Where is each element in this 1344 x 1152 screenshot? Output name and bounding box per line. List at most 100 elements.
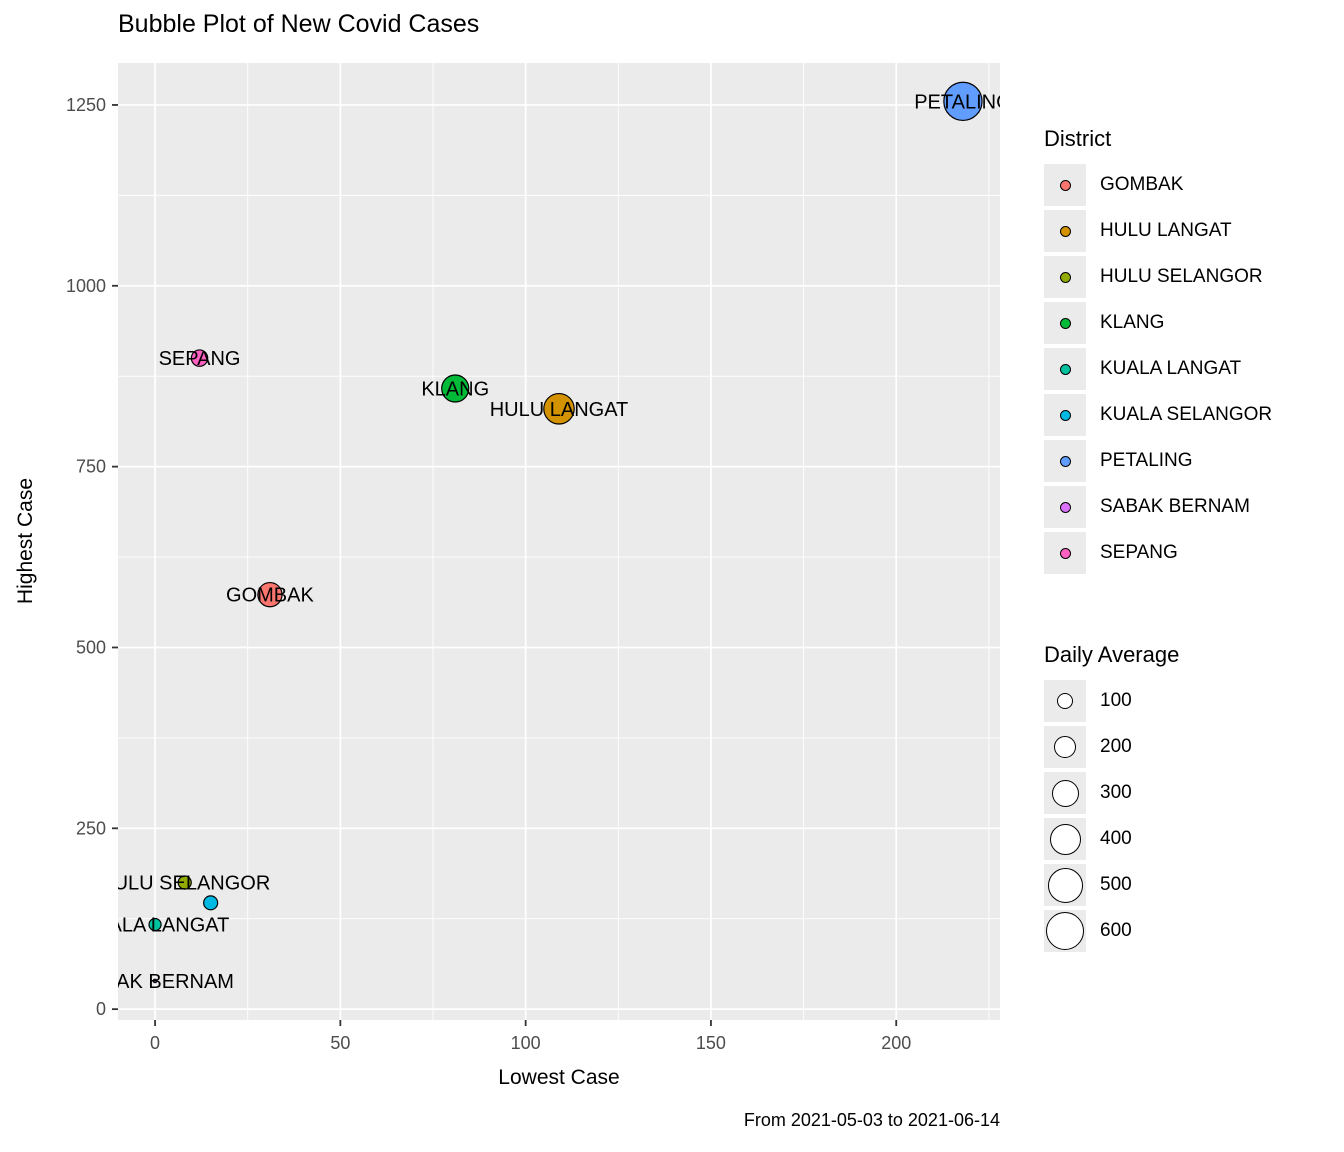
legend-item-label: KUALA SELANGOR <box>1100 404 1273 425</box>
y-tick-label: 1250 <box>66 95 106 115</box>
bubble-hulu-langat <box>543 392 575 425</box>
legend-item-kuala-selangor: KUALA SELANGOR <box>1044 394 1272 436</box>
bubble-label-sepang: SEPANG <box>159 348 241 370</box>
legend-item-gombak: GOMBAK <box>1044 164 1272 206</box>
legend-key-klang <box>1044 302 1086 344</box>
legend-item-label: KLANG <box>1100 312 1165 333</box>
district-legend-title: District <box>1044 126 1112 151</box>
legend-item-label: GOMBAK <box>1100 174 1184 195</box>
district-legend: District GOMBAK HULU LANGAT HULU SELANGOR K… <box>1044 126 1272 578</box>
y-tick-label: 0 <box>96 999 106 1019</box>
x-tick-label: 200 <box>881 1033 911 1053</box>
x-axis-title: Lowest Case <box>498 1066 620 1089</box>
size-circle-icon <box>1051 779 1079 807</box>
y-tick-label: 1000 <box>66 276 106 296</box>
legend-item-label: SABAK BERNAM <box>1100 496 1250 517</box>
bubble-label-petaling: PETALING <box>914 91 1011 113</box>
bubble-hulu-selangor <box>177 875 192 890</box>
size-legend-key-600 <box>1044 910 1086 952</box>
size-legend-item-600: 600 <box>1044 910 1179 952</box>
y-tick-label: 250 <box>76 818 106 838</box>
bubble-kuala-langat <box>148 917 162 932</box>
legend-item-klang: KLANG <box>1044 302 1272 344</box>
bubble-label-gombak: GOMBAK <box>226 585 314 607</box>
plot-panel <box>118 63 1000 1020</box>
size-circle-icon <box>1046 912 1084 950</box>
y-axis-title: Highest Case <box>14 478 37 605</box>
size-legend-item-label: 100 <box>1100 690 1132 711</box>
legend-item-kuala-langat: KUALA LANGAT <box>1044 348 1272 390</box>
size-legend-key-100 <box>1044 680 1086 722</box>
bubble-plot-canvas: 0 50 100 150 200 0 250 500 750 1000 1250 GOMBAK HULU… <box>66 63 1011 1053</box>
legend-key-sepang <box>1044 532 1086 574</box>
legend-item-petaling: PETALING <box>1044 440 1272 482</box>
x-tick-label: 0 <box>150 1033 160 1053</box>
size-legend-item-500: 500 <box>1044 864 1179 906</box>
legend-key-hulu-selangor <box>1044 256 1086 298</box>
size-circle-icon <box>1054 736 1076 758</box>
size-legend-items: 100 200 300 400 500 600 <box>1044 680 1179 952</box>
legend-key-hulu-langat <box>1044 210 1086 252</box>
size-legend: Daily Average 100 200 300 400 500 600 <box>1044 642 1179 956</box>
bubble-label-hulu-selangor: HULU SELANGOR <box>99 873 270 895</box>
sepang-dot-icon <box>1059 547 1071 559</box>
chart-title: Bubble Plot of New Covid Cases <box>118 10 480 38</box>
bubble-petaling <box>943 81 983 122</box>
klang-dot-icon <box>1059 317 1071 329</box>
legend-key-petaling <box>1044 440 1086 482</box>
bubble-sabak-bernam <box>152 978 158 984</box>
gombak-dot-icon <box>1059 179 1071 191</box>
legend-item-hulu-langat: HULU LANGAT <box>1044 210 1272 252</box>
size-circle-icon <box>1057 693 1073 709</box>
chart-caption: From 2021-05-03 to 2021-06-14 <box>743 1110 1000 1130</box>
legend-item-sabak-bernam: SABAK BERNAM <box>1044 486 1272 528</box>
y-tick-label: 500 <box>76 637 106 657</box>
size-legend-item-label: 200 <box>1100 736 1132 757</box>
size-legend-item-label: 400 <box>1100 828 1132 849</box>
bubble-sepang <box>190 349 209 367</box>
legend-item-label: KUALA LANGAT <box>1100 358 1242 379</box>
size-circle-icon <box>1049 823 1081 855</box>
sabak-bernam-dot-icon <box>1059 501 1071 513</box>
y-axis-title-wrap: Highest Case <box>8 63 44 1020</box>
size-legend-item-100: 100 <box>1044 680 1179 722</box>
legend-item-label: PETALING <box>1100 450 1193 471</box>
legend-item-label: HULU LANGAT <box>1100 220 1232 241</box>
size-legend-item-label: 500 <box>1100 874 1132 895</box>
size-legend-item-300: 300 <box>1044 772 1179 814</box>
legend-key-sabak-bernam <box>1044 486 1086 528</box>
bubble-gombak <box>257 581 283 608</box>
size-legend-item-400: 400 <box>1044 818 1179 860</box>
x-tick-label: 150 <box>696 1033 726 1053</box>
kuala-langat-dot-icon <box>1059 363 1071 375</box>
y-tick-label: 750 <box>76 457 106 477</box>
bubble-kuala-selangor <box>203 895 219 911</box>
legend-item-sepang: SEPANG <box>1044 532 1272 574</box>
size-circle-icon <box>1047 867 1083 903</box>
x-tick-label: 50 <box>330 1033 350 1053</box>
legend-key-kuala-selangor <box>1044 394 1086 436</box>
legend-key-gombak <box>1044 164 1086 206</box>
x-tick-label: 100 <box>511 1033 541 1053</box>
hulu-selangor-dot-icon <box>1059 271 1071 283</box>
petaling-dot-icon <box>1059 455 1071 467</box>
bubble-label-kuala-langat: KUALA LANGAT <box>81 915 230 937</box>
bubble-label-sabak-bernam: SABAK BERNAM <box>76 971 234 993</box>
bubble-label-klang: KLANG <box>421 379 489 401</box>
size-legend-key-500 <box>1044 864 1086 906</box>
legend-key-kuala-langat <box>1044 348 1086 390</box>
bubble-klang <box>441 374 470 403</box>
size-legend-title: Daily Average <box>1044 642 1180 667</box>
district-legend-items: GOMBAK HULU LANGAT HULU SELANGOR KLANG KUALA… <box>1044 164 1272 574</box>
legend-item-label: HULU SELANGOR <box>1100 266 1263 287</box>
legend-item-hulu-selangor: HULU SELANGOR <box>1044 256 1272 298</box>
bubble-label-hulu-langat: HULU LANGAT <box>490 399 629 421</box>
size-legend-key-300 <box>1044 772 1086 814</box>
size-legend-item-label: 300 <box>1100 782 1132 803</box>
size-legend-key-400 <box>1044 818 1086 860</box>
kuala-selangor-dot-icon <box>1059 409 1071 421</box>
hulu-langat-dot-icon <box>1059 225 1071 237</box>
size-legend-item-200: 200 <box>1044 726 1179 768</box>
size-legend-key-200 <box>1044 726 1086 768</box>
legend-item-label: SEPANG <box>1100 542 1178 563</box>
